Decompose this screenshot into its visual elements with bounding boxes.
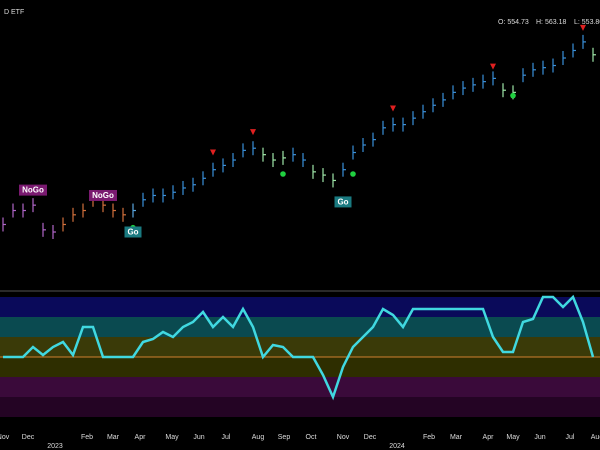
annotation-box — [334, 196, 352, 208]
header-value: H: 563.18 — [536, 19, 566, 26]
buy-marker — [510, 92, 516, 99]
osc-band — [0, 297, 600, 317]
x-tick-label: Sep — [278, 434, 291, 441]
x-tick-label: Oct — [306, 434, 317, 441]
annotation-box — [124, 226, 142, 238]
chart-title: D ETF — [4, 9, 24, 16]
x-tick-label: Nov — [0, 434, 10, 441]
oscillator-line — [3, 294, 595, 401]
sell-marker — [390, 105, 396, 112]
sell-marker — [580, 24, 586, 31]
year-label: 2024 — [389, 443, 405, 450]
x-tick-label: Nov — [337, 434, 350, 441]
x-tick-label: May — [506, 434, 520, 441]
x-tick-label: Jul — [222, 434, 231, 441]
osc-band — [0, 397, 600, 417]
x-tick-label: Dec — [364, 434, 377, 441]
x-tick-label: Jun — [193, 434, 204, 441]
header-value: O: 554.73 — [498, 19, 529, 26]
x-tick-label: May — [165, 434, 179, 441]
x-tick-label: Apr — [135, 434, 147, 441]
annotation-label: Go — [337, 198, 348, 207]
sell-marker — [490, 63, 496, 70]
osc-band — [0, 317, 600, 337]
sell-marker — [250, 129, 256, 136]
x-tick-label: Mar — [450, 434, 463, 441]
x-tick-label: Jul — [566, 434, 575, 441]
x-tick-label: Feb — [423, 434, 435, 441]
x-tick-label: Aug — [591, 434, 600, 441]
x-tick-label: Feb — [81, 434, 93, 441]
buy-marker — [350, 171, 356, 177]
annotation-label: NoGo — [22, 186, 44, 195]
annotation-label: Go — [127, 228, 138, 237]
header-value: L: 553.86 — [574, 19, 600, 26]
osc-band — [0, 337, 600, 357]
annotation-box — [89, 189, 117, 201]
x-tick-label: Dec — [22, 434, 35, 441]
annotation-box — [19, 184, 47, 196]
buy-marker — [280, 171, 286, 177]
annotation-label: NoGo — [92, 191, 114, 200]
x-tick-label: Aug — [252, 434, 265, 441]
x-tick-label: Mar — [107, 434, 120, 441]
sell-marker — [210, 149, 216, 156]
osc-band — [0, 377, 600, 397]
osc-band — [0, 357, 600, 377]
year-label: 2023 — [47, 443, 63, 450]
x-tick-label: Jun — [534, 434, 545, 441]
x-tick-label: Apr — [483, 434, 495, 441]
